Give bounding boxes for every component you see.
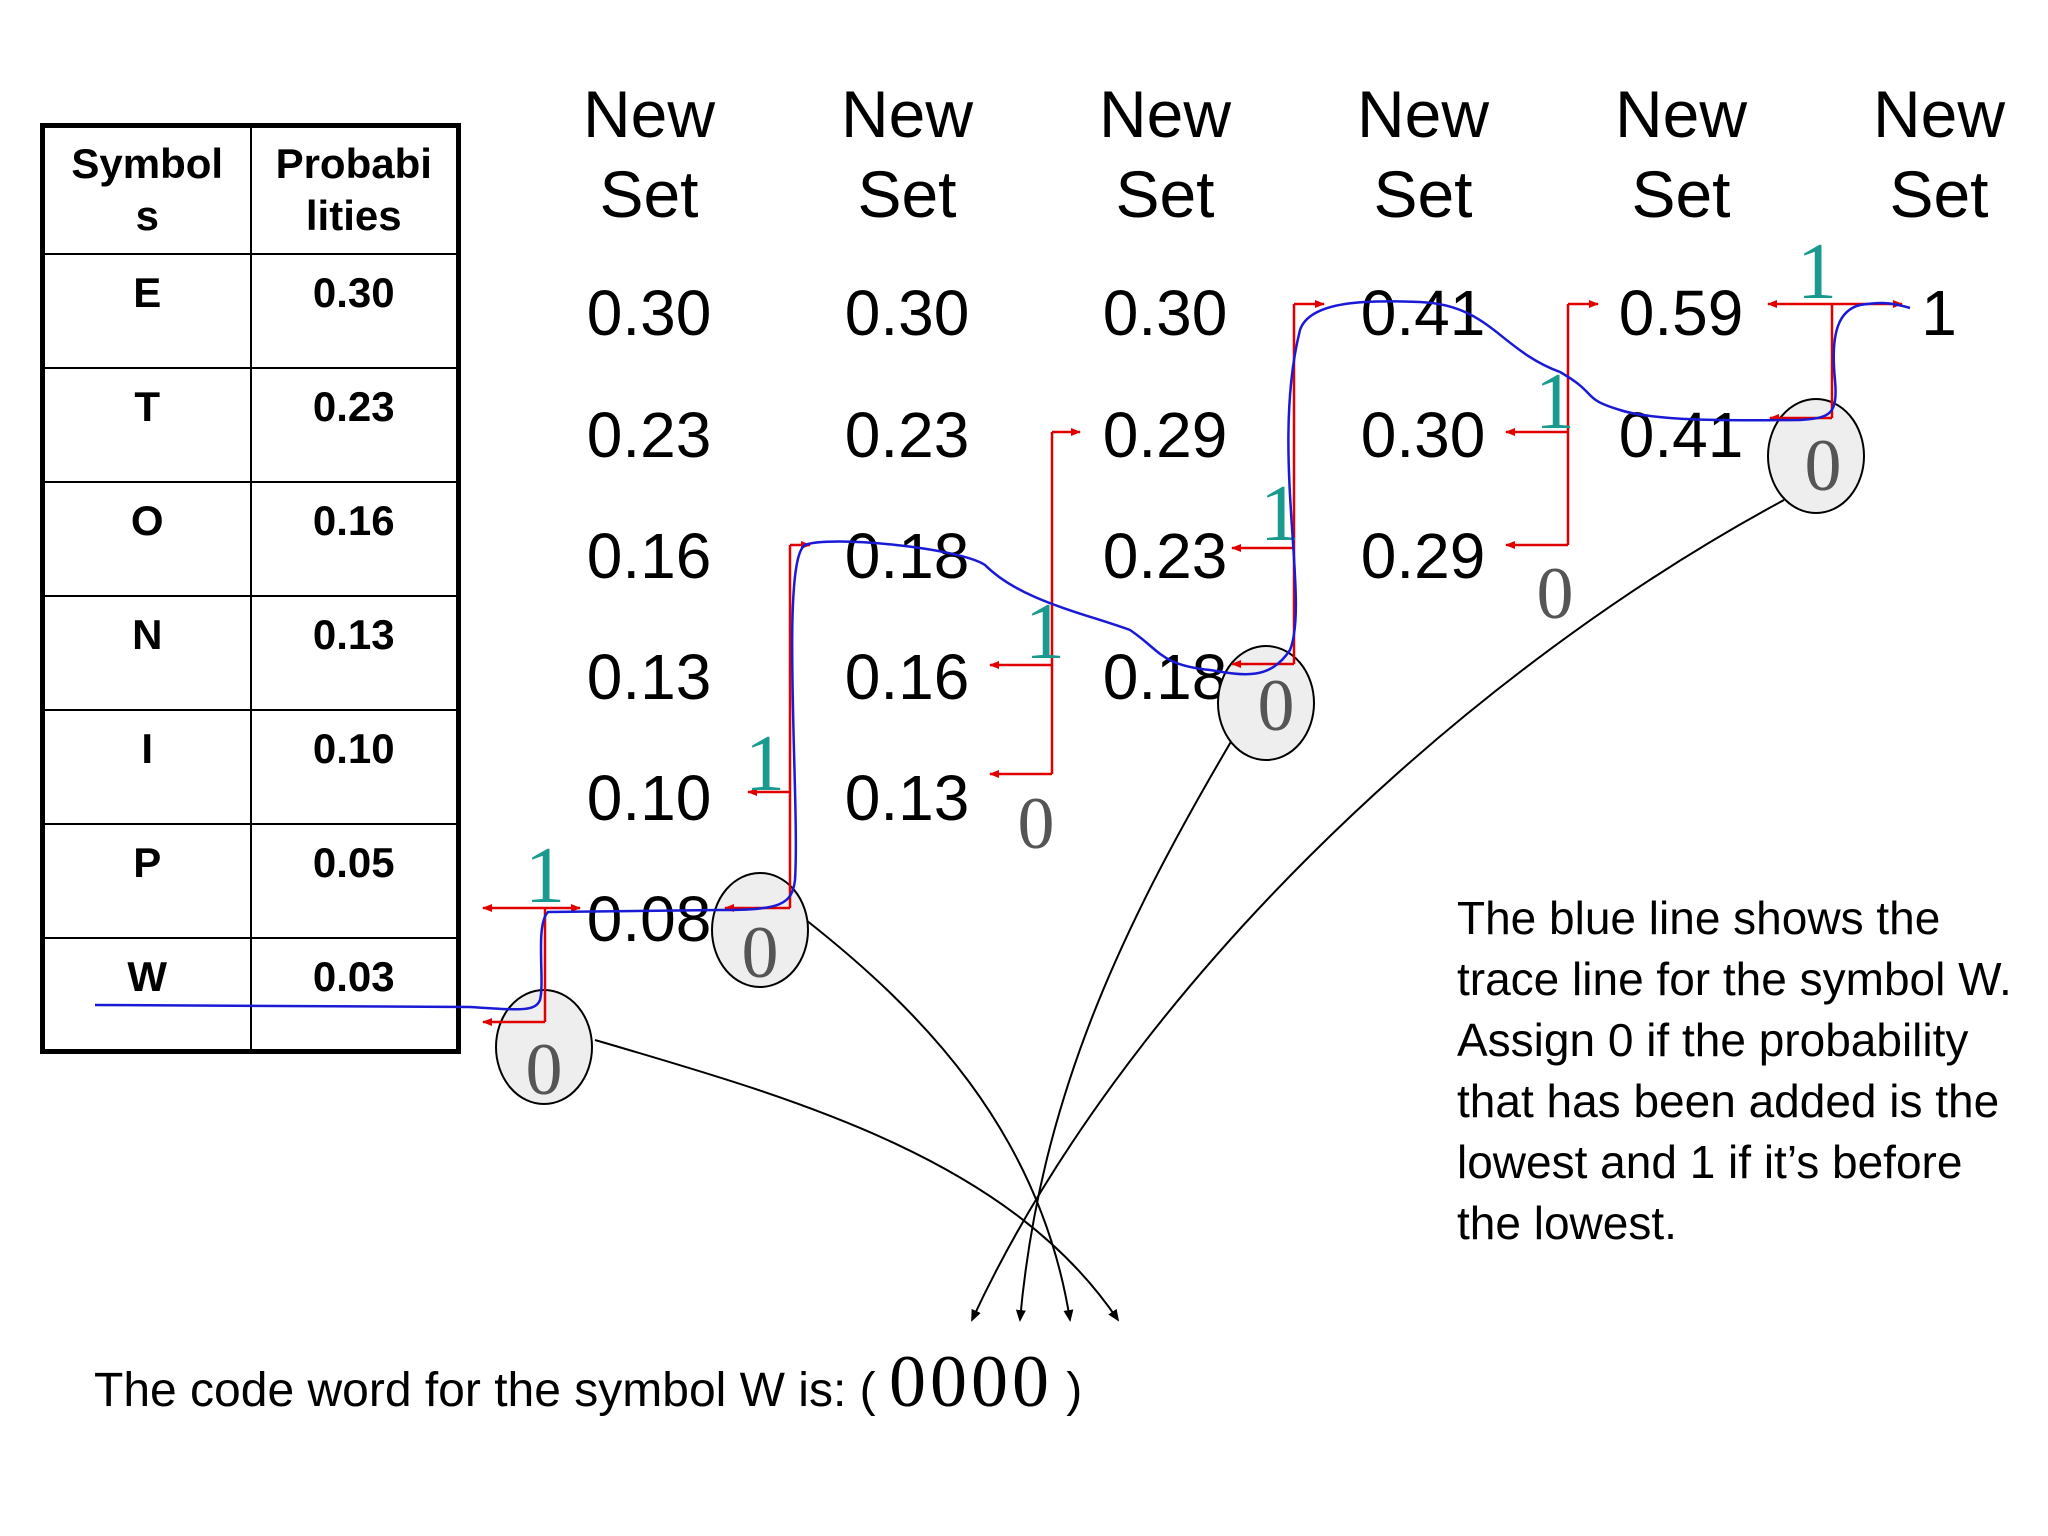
column-header-4: New Set (1356, 77, 1490, 231)
prob-cell: 0.05 (249, 822, 460, 939)
col3-value: 0.23 (1102, 520, 1228, 592)
column-header-2: New Set (840, 77, 974, 231)
codeword-connectors (594, 499, 1785, 1322)
codeword-bit: 0 (929, 1341, 971, 1423)
symbol-cell: E (41, 252, 252, 369)
codeword-bit: 0 (970, 1341, 1012, 1423)
prob-cell: 0.03 (249, 936, 460, 1053)
bit-zero-label: 0 (1258, 665, 1295, 747)
symbol-cell: O (41, 480, 252, 597)
one-labels: 1 1 1 1 1 1 (525, 228, 1837, 920)
column-header-6: New Set (1872, 77, 2006, 231)
codeword-open-paren: ( (859, 1364, 876, 1417)
col1-value: 0.30 (586, 277, 712, 349)
explanation-note: The blue line shows the trace line for t… (1457, 892, 2012, 1249)
table-row: W 0.03 (41, 936, 460, 1053)
table-row: O 0.16 (41, 480, 460, 597)
table-header-row: Symbol s Probabi lities (41, 124, 460, 255)
table-row: P 0.05 (41, 822, 460, 939)
connector-line (594, 1039, 1120, 1322)
zero-circle (1767, 398, 1865, 514)
probability-table: Symbol s Probabi lities E 0.30 T 0.23 O 0.1… (40, 123, 461, 1054)
connector-line (1015, 739, 1233, 1322)
zero-labels: 0 0 0 0 0 0 (526, 425, 1842, 1111)
col3-value: 0.30 (1102, 277, 1228, 349)
col1-value: 0.16 (586, 520, 712, 592)
col3-value: 0.29 (1102, 399, 1228, 471)
col6-value: 1 (1921, 277, 1957, 349)
connector-line (805, 919, 1074, 1322)
bit-zero-label: 0 (1537, 553, 1574, 635)
col2-value: 0.30 (844, 277, 970, 349)
bit-one-label: 1 (1025, 588, 1065, 676)
col5-value: 0.59 (1618, 277, 1744, 349)
symbol-cell: P (41, 822, 252, 939)
col4-value: 0.30 (1360, 399, 1486, 471)
col1-value: 0.23 (586, 399, 712, 471)
col2-value: 0.18 (844, 520, 970, 592)
prob-cell: 0.13 (249, 594, 460, 711)
bit-one-label: 1 (1535, 358, 1575, 446)
header-symbols-line2: s (135, 192, 159, 239)
codeword-prefix: The code word for the symbol W is: (94, 1364, 847, 1417)
table-row: E 0.30 (41, 252, 460, 369)
column-header-1: New Set (582, 77, 716, 231)
col2-value: 0.13 (844, 762, 970, 834)
trace-line (94, 300, 1911, 1011)
col1-value: 0.10 (586, 762, 712, 834)
codeword-bit: 0 (1011, 1341, 1053, 1423)
bit-one-label: 1 (525, 832, 565, 920)
symbol-cell: W (41, 936, 252, 1053)
header-symbols: Symbol s (41, 124, 252, 255)
bit-zero-label: 0 (1018, 783, 1055, 865)
bit-one-label: 1 (1797, 228, 1837, 316)
column-header-3: New Set (1098, 77, 1232, 231)
bit-zero-label: 0 (1805, 425, 1842, 507)
bit-zero-label: 0 (742, 912, 779, 994)
codeword-bit: 0 (888, 1341, 930, 1423)
col2-value: 0.23 (844, 399, 970, 471)
col4-value: 0.29 (1360, 520, 1486, 592)
header-symbols-line1: Symbol (71, 140, 224, 187)
codeword-line: The code word for the symbol W is: ( 000… (94, 1340, 1082, 1425)
symbol-cell: T (41, 366, 252, 483)
codeword-close-paren: ) (1066, 1364, 1083, 1417)
col3-value: 0.18 (1102, 641, 1228, 713)
table-row: N 0.13 (41, 594, 460, 711)
symbol-cell: N (41, 594, 252, 711)
col2-value: 0.16 (844, 641, 970, 713)
col1-value: 0.13 (586, 641, 712, 713)
header-probabilities: Probabi lities (249, 124, 460, 255)
connector-line (971, 499, 1785, 1322)
prob-cell: 0.10 (249, 708, 460, 825)
bit-one-label: 1 (745, 720, 785, 808)
prob-cell: 0.30 (249, 252, 460, 369)
col1-value: 0.08 (586, 883, 712, 955)
table-row: T 0.23 (41, 366, 460, 483)
table-row: I 0.10 (41, 708, 460, 825)
prob-cell: 0.23 (249, 366, 460, 483)
symbol-cell: I (41, 708, 252, 825)
col5-value: 0.41 (1618, 399, 1744, 471)
header-prob-line1: Probabi (275, 140, 432, 187)
column-header-5: New Set (1614, 77, 1748, 231)
header-prob-line2: lities (305, 192, 402, 239)
prob-cell: 0.16 (249, 480, 460, 597)
bit-zero-label: 0 (526, 1029, 563, 1111)
